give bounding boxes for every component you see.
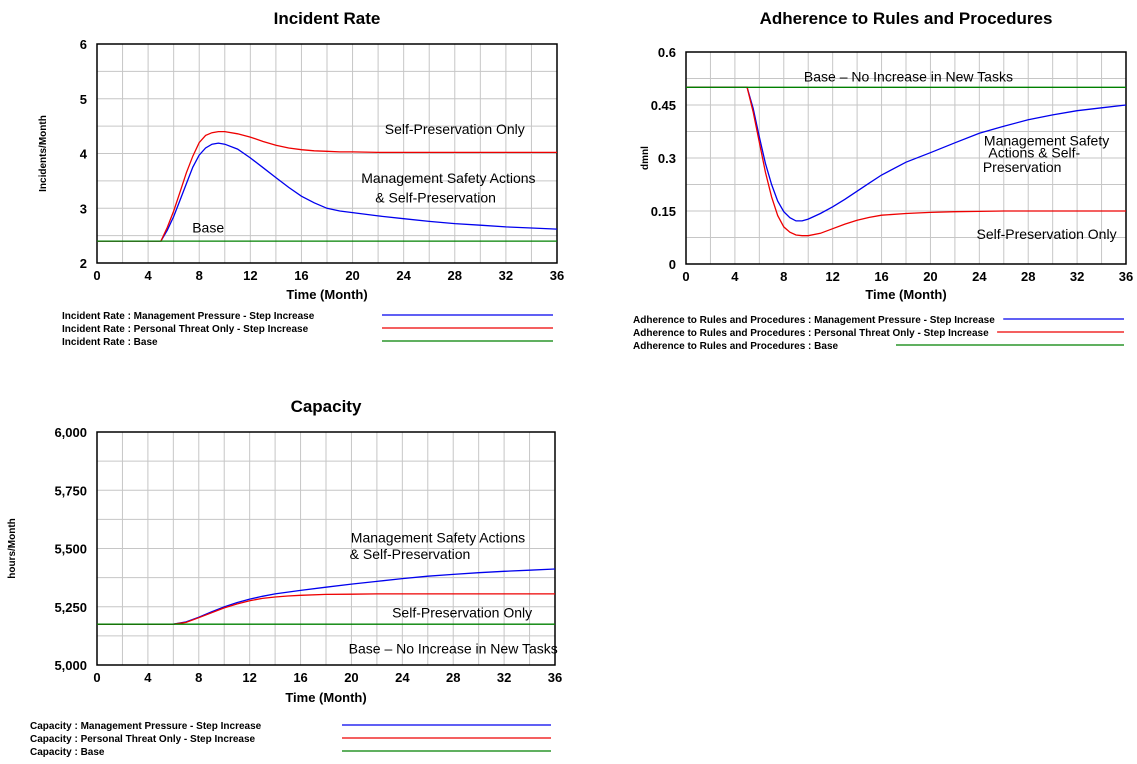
capacity-x-tick-label: 24 bbox=[395, 670, 410, 685]
incident-x-tick-label: 20 bbox=[345, 268, 359, 283]
capacity-x-tick-label: 36 bbox=[548, 670, 562, 685]
incident-y-axis-label: Incidents/Month bbox=[38, 115, 49, 192]
incident-annotation: Self-Preservation Only bbox=[385, 121, 525, 137]
incident-legend-entry: Incident Rate : Base bbox=[62, 337, 158, 348]
adherence-y-tick-label: 0 bbox=[669, 257, 676, 272]
capacity-x-tick-label: 32 bbox=[497, 670, 511, 685]
adherence-annotation: Self-Preservation Only bbox=[977, 226, 1117, 242]
adherence-annotation: Base – No Increase in New Tasks bbox=[804, 69, 1013, 85]
adherence-title: Adherence to Rules and Procedures bbox=[760, 9, 1053, 28]
adherence-x-axis-label: Time (Month) bbox=[865, 287, 946, 302]
adherence-x-tick-label: 16 bbox=[874, 269, 888, 284]
incident-legend-entry: Incident Rate : Management Pressure - St… bbox=[62, 311, 315, 322]
capacity-x-tick-label: 20 bbox=[344, 670, 358, 685]
adherence-chart: Adherence to Rules and Procedures 0 4 8 12 16… bbox=[633, 9, 1133, 352]
adherence-x-tick-label: 8 bbox=[780, 269, 787, 284]
adherence-x-tick-label: 4 bbox=[731, 269, 739, 284]
adherence-y-tick-label: 0.45 bbox=[651, 98, 676, 113]
adherence-x-tick-label: 12 bbox=[825, 269, 839, 284]
capacity-y-axis-label: hours/Month bbox=[7, 518, 18, 579]
adherence-plot-frame bbox=[685, 51, 1127, 265]
incident-series-line-0 bbox=[97, 142, 558, 242]
incident-y-tick-label: 4 bbox=[80, 147, 88, 162]
capacity-x-tick-label: 8 bbox=[195, 670, 202, 685]
incident-y-tick-label: 5 bbox=[80, 92, 87, 107]
adherence-legend-entry: Adherence to Rules and Procedures : Mana… bbox=[633, 315, 995, 326]
adherence-x-tick-label: 36 bbox=[1119, 269, 1133, 284]
capacity-legend-entry: Capacity : Personal Threat Only - Step I… bbox=[30, 734, 256, 745]
incident-annotation: & Self-Preservation bbox=[375, 189, 496, 205]
adherence-y-tick-label: 0.3 bbox=[658, 151, 676, 166]
capacity-x-tick-label: 16 bbox=[293, 670, 307, 685]
capacity-annotation: Base – No Increase in New Tasks bbox=[349, 641, 558, 657]
incident-chart: Incident Rate 0 4 8 12 16 20 24 28 32 36 2 3 4 5 6 Time … bbox=[38, 9, 564, 348]
adherence-legend-entry: Adherence to Rules and Procedures : Base bbox=[633, 341, 839, 352]
adherence-y-axis-label: dmnl bbox=[640, 146, 651, 170]
incident-annotation: Management Safety Actions bbox=[361, 170, 535, 186]
capacity-series-line-0 bbox=[97, 568, 556, 625]
incident-series-line-1 bbox=[97, 130, 557, 242]
incident-title: Incident Rate bbox=[274, 9, 381, 28]
incident-y-tick-label: 2 bbox=[80, 256, 87, 271]
incident-plot-frame bbox=[96, 43, 558, 264]
capacity-annotation: & Self-Preservation bbox=[350, 546, 471, 562]
capacity-title: Capacity bbox=[291, 397, 362, 416]
capacity-x-tick-label: 4 bbox=[144, 670, 152, 685]
adherence-series-line-1 bbox=[686, 86, 1126, 237]
capacity-y-tick-label: 5,250 bbox=[54, 600, 87, 615]
incident-y-tick-label: 3 bbox=[80, 201, 87, 216]
capacity-chart: Capacity 0 4 8 12 16 20 24 28 32 36 5,000 5,250 5,500… bbox=[7, 397, 562, 758]
incident-x-tick-label: 24 bbox=[396, 268, 411, 283]
capacity-x-tick-label: 12 bbox=[242, 670, 256, 685]
incident-x-tick-label: 16 bbox=[294, 268, 308, 283]
adherence-legend-entry: Adherence to Rules and Procedures : Pers… bbox=[633, 328, 989, 339]
capacity-annotation: Self-Preservation Only bbox=[392, 605, 532, 621]
incident-annotation: Base bbox=[192, 219, 224, 235]
capacity-series-line-1 bbox=[97, 593, 555, 625]
adherence-x-tick-label: 32 bbox=[1070, 269, 1084, 284]
adherence-annotation: Management Safety bbox=[984, 132, 1109, 148]
incident-x-tick-label: 28 bbox=[448, 268, 462, 283]
adherence-annotation: Actions & Self- bbox=[988, 145, 1080, 161]
adherence-y-tick-label: 0.15 bbox=[651, 204, 676, 219]
incident-x-tick-label: 8 bbox=[196, 268, 203, 283]
incident-x-tick-label: 12 bbox=[243, 268, 257, 283]
adherence-series-line-0 bbox=[686, 86, 1127, 222]
incident-y-tick-label: 6 bbox=[80, 37, 87, 52]
incident-x-tick-label: 36 bbox=[550, 268, 564, 283]
incident-x-tick-label: 0 bbox=[93, 268, 100, 283]
incident-x-tick-label: 4 bbox=[144, 268, 152, 283]
capacity-legend-entry: Capacity : Base bbox=[30, 747, 105, 758]
capacity-y-tick-label: 5,500 bbox=[54, 542, 87, 557]
capacity-x-axis-label: Time (Month) bbox=[285, 690, 366, 705]
capacity-plot-frame bbox=[96, 431, 556, 666]
incident-x-axis-label: Time (Month) bbox=[286, 287, 367, 302]
capacity-legend-entry: Capacity : Management Pressure - Step In… bbox=[30, 721, 262, 732]
capacity-y-tick-label: 5,000 bbox=[54, 658, 87, 673]
incident-x-tick-label: 32 bbox=[499, 268, 513, 283]
capacity-annotation: Management Safety Actions bbox=[351, 529, 525, 545]
capacity-x-tick-label: 0 bbox=[93, 670, 100, 685]
adherence-x-tick-label: 20 bbox=[923, 269, 937, 284]
capacity-x-tick-label: 28 bbox=[446, 670, 460, 685]
incident-legend-entry: Incident Rate : Personal Threat Only - S… bbox=[62, 324, 309, 335]
adherence-x-tick-label: 24 bbox=[972, 269, 987, 284]
capacity-y-tick-label: 5,750 bbox=[54, 483, 87, 498]
adherence-y-tick-label: 0.6 bbox=[658, 45, 676, 60]
adherence-x-tick-label: 28 bbox=[1021, 269, 1035, 284]
adherence-annotation: Preservation bbox=[983, 159, 1062, 175]
adherence-x-tick-label: 0 bbox=[682, 269, 689, 284]
capacity-y-tick-label: 6,000 bbox=[54, 425, 87, 440]
